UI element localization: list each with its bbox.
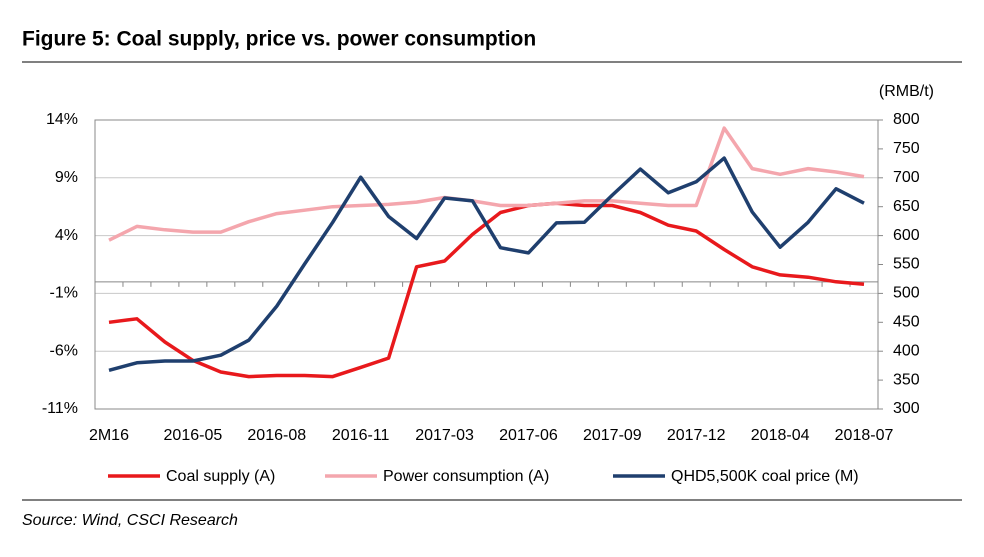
legend-label: Power consumption (A) — [383, 468, 549, 485]
y2-tick-label: 500 — [893, 285, 920, 302]
x-tick-label: 2016-11 — [332, 427, 390, 444]
series-line — [108, 156, 865, 372]
x-tick-label: 2017-03 — [415, 427, 474, 444]
x-tick-label: 2018-04 — [751, 427, 810, 444]
y2-tick-label: 550 — [893, 256, 920, 273]
y2-tick-label: 600 — [893, 227, 920, 244]
y2-tick-label: 650 — [893, 198, 920, 215]
y2-tick-label: 350 — [893, 371, 920, 388]
source: Source: Wind, CSCI Research — [22, 512, 238, 529]
plot-frame — [94, 119, 879, 410]
y-tick-label: -11% — [42, 400, 78, 417]
x-tick-label: 2016-05 — [164, 427, 223, 444]
y-tick-label: 14% — [46, 111, 78, 128]
y2-tick-label: 700 — [893, 169, 920, 186]
legend-label: QHD5,500K coal price (M) — [671, 468, 859, 485]
series-line — [108, 201, 865, 379]
y2-tick-label: 300 — [893, 400, 920, 417]
y2-axis-label: (RMB/t) — [879, 83, 934, 100]
x-tick-label: 2017-09 — [583, 427, 642, 444]
y-tick-label: 4% — [55, 227, 78, 244]
chart-title: Figure 5: Coal supply, price vs. power c… — [22, 28, 536, 51]
y2-tick-label: 750 — [893, 140, 920, 157]
x-tick-label: 2017-06 — [499, 427, 558, 444]
y-tick-label: -6% — [50, 342, 78, 359]
x-tick-label: 2017-12 — [667, 427, 726, 444]
y2-tick-label: 450 — [893, 314, 920, 331]
series-line — [108, 126, 865, 242]
x-tick-label: 2018-07 — [835, 427, 894, 444]
y-tick-label: -1% — [50, 285, 78, 302]
legend-label: Coal supply (A) — [166, 468, 275, 485]
y2-tick-label: 800 — [893, 111, 920, 128]
x-tick-label: 2M16 — [89, 427, 129, 444]
y-tick-label: 9% — [55, 169, 78, 186]
x-tick-label: 2016-08 — [247, 427, 306, 444]
y2-tick-label: 400 — [893, 342, 920, 359]
